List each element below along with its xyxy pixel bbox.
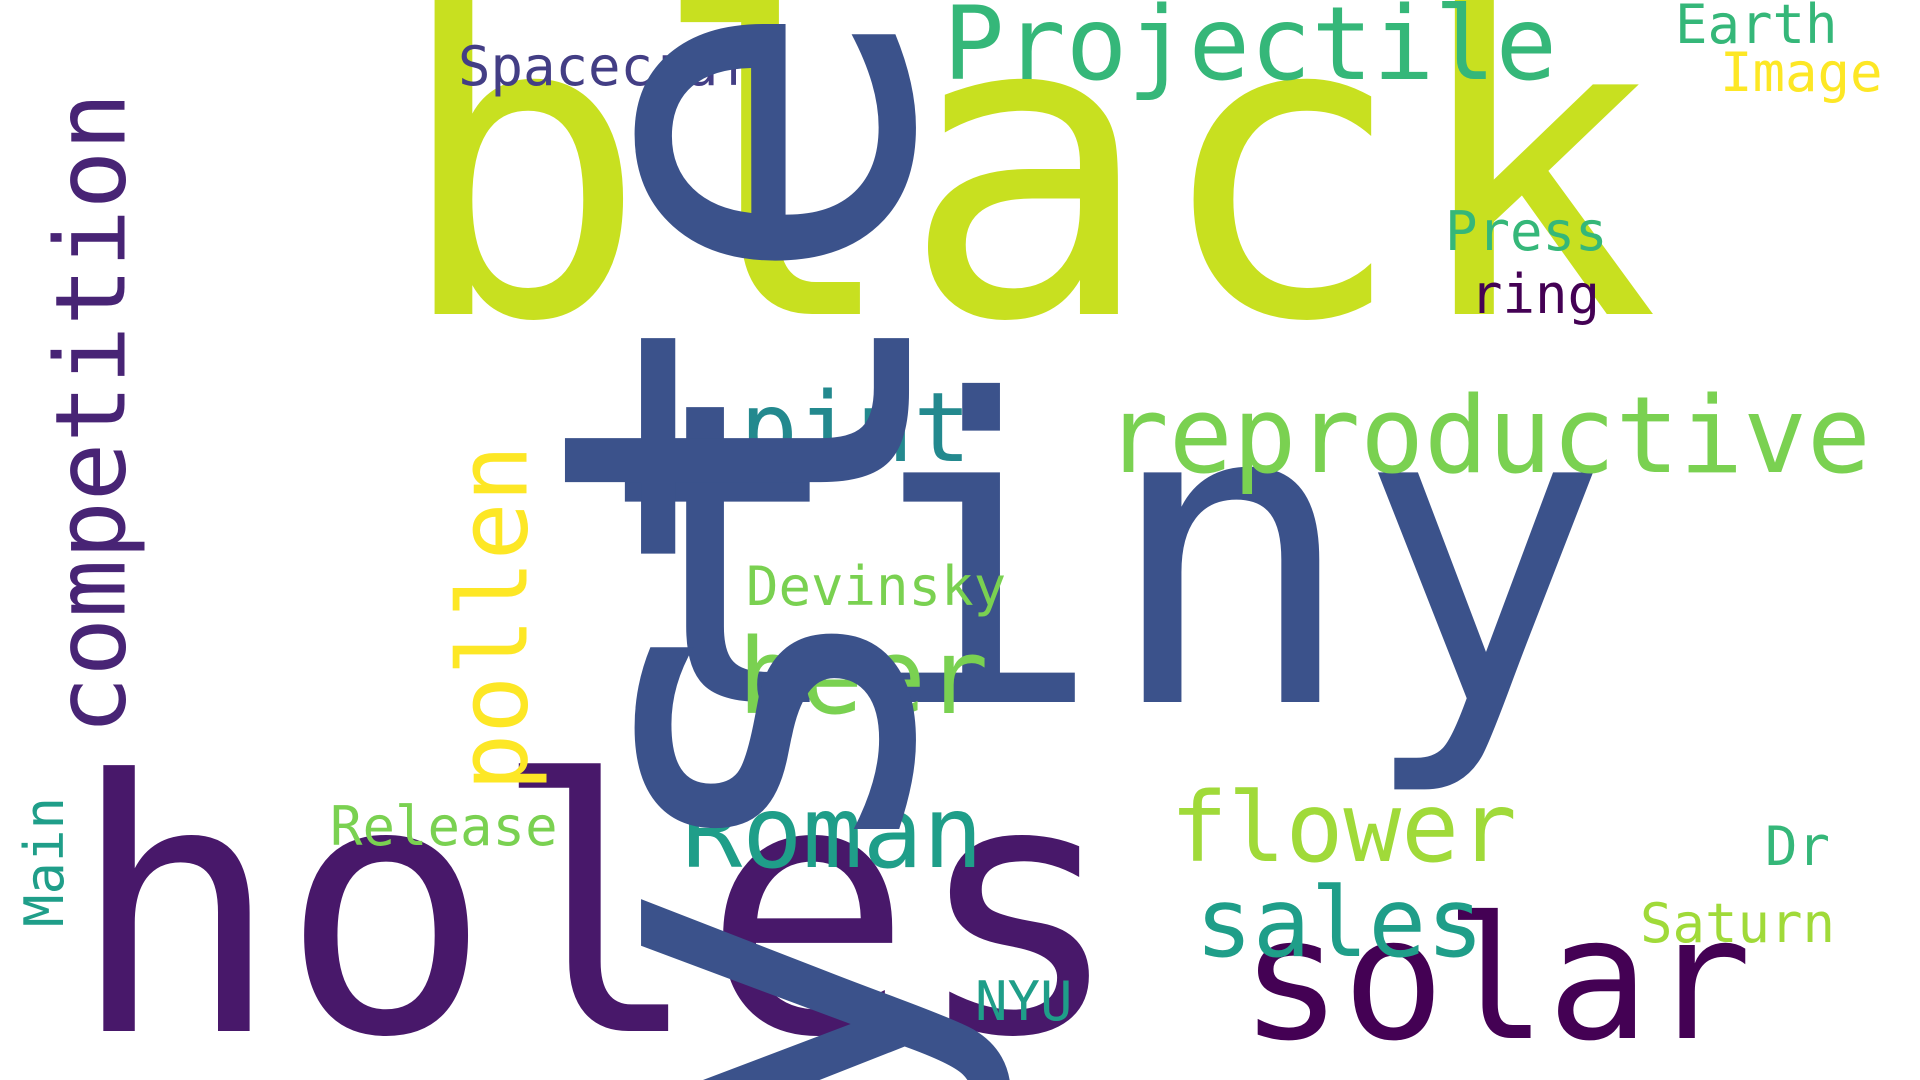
word-tiny: tiny <box>598 313 1610 802</box>
word-dr: Dr <box>1765 815 1831 878</box>
word-flower: flower <box>1170 772 1517 884</box>
word-beer: beer <box>738 616 989 738</box>
word-saturn: Saturn <box>1640 892 1836 955</box>
word-black: black <box>395 0 1660 414</box>
word-pollen: pollen <box>437 444 550 792</box>
word-image: Image <box>1720 41 1883 104</box>
word-earth: Earth <box>1675 0 1838 56</box>
word-roman: Roman <box>682 774 984 891</box>
word-system: system <box>454 0 1026 1080</box>
word-projectile: Projectile <box>943 0 1558 104</box>
word-ring: ring <box>1470 263 1601 326</box>
word-release: Release <box>330 795 558 858</box>
word-pint: pint <box>740 372 972 484</box>
word-reproductive: reproductive <box>1105 374 1871 497</box>
word-main: Main <box>13 796 77 928</box>
word-sales: sales <box>1195 867 1484 979</box>
word-devinsky: Devinsky <box>746 555 1007 618</box>
word-solar: solar <box>1240 881 1752 1079</box>
word-press: Press <box>1445 200 1608 263</box>
word-spacecraft: Spacecraft <box>458 35 784 98</box>
word-competition: competition <box>34 92 148 735</box>
word-holes: holes <box>70 706 1124 1080</box>
word-nyu: NYU <box>975 970 1073 1033</box>
